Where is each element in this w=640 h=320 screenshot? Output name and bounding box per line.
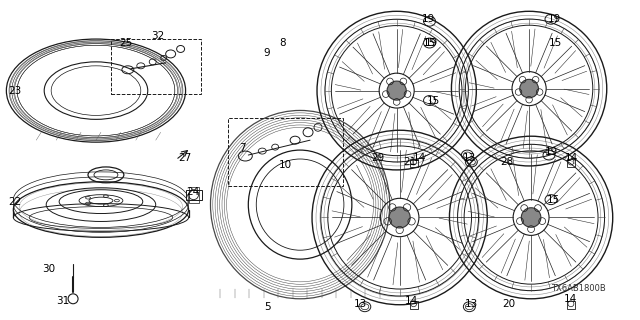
Text: 22: 22 (9, 196, 22, 207)
Bar (189, 187, 198, 203)
Circle shape (387, 81, 406, 100)
Text: 21: 21 (403, 157, 416, 167)
Text: 13: 13 (354, 299, 367, 309)
Text: 27: 27 (178, 153, 191, 163)
Bar (228, 118, 343, 186)
Text: 25: 25 (119, 38, 132, 48)
Text: 23: 23 (9, 86, 22, 96)
Text: 14: 14 (564, 294, 577, 304)
Text: 9: 9 (263, 48, 269, 58)
Circle shape (389, 207, 410, 228)
Text: 32: 32 (151, 31, 164, 41)
Circle shape (520, 79, 538, 98)
Text: TX6AB1800B: TX6AB1800B (552, 284, 606, 293)
Text: 10: 10 (278, 160, 292, 170)
Text: 19: 19 (545, 147, 557, 157)
Bar (410, 159, 417, 167)
Bar (567, 301, 575, 309)
Bar (567, 159, 575, 167)
Text: 15: 15 (427, 96, 440, 106)
Text: 8: 8 (279, 38, 285, 48)
Text: 19: 19 (422, 14, 435, 24)
Text: 5: 5 (264, 302, 271, 312)
Text: 30: 30 (43, 264, 56, 274)
Text: 14: 14 (413, 153, 426, 163)
Bar (111, 39, 200, 93)
Bar (186, 190, 202, 200)
Text: 29: 29 (371, 153, 385, 163)
Text: 19: 19 (547, 14, 561, 24)
Text: 13: 13 (463, 153, 476, 163)
Text: 24: 24 (186, 187, 199, 197)
Text: 15: 15 (547, 195, 559, 205)
Text: 13: 13 (465, 299, 478, 309)
Text: 15: 15 (548, 38, 562, 48)
Text: 14: 14 (405, 296, 418, 306)
Text: 20: 20 (502, 299, 516, 309)
Text: 19: 19 (425, 38, 438, 48)
Text: 28: 28 (500, 157, 514, 167)
Text: 14: 14 (565, 153, 579, 163)
Text: 31: 31 (56, 296, 70, 306)
Circle shape (522, 208, 541, 227)
Bar (410, 301, 417, 309)
Text: 7: 7 (239, 143, 246, 153)
Text: 15: 15 (423, 38, 436, 48)
